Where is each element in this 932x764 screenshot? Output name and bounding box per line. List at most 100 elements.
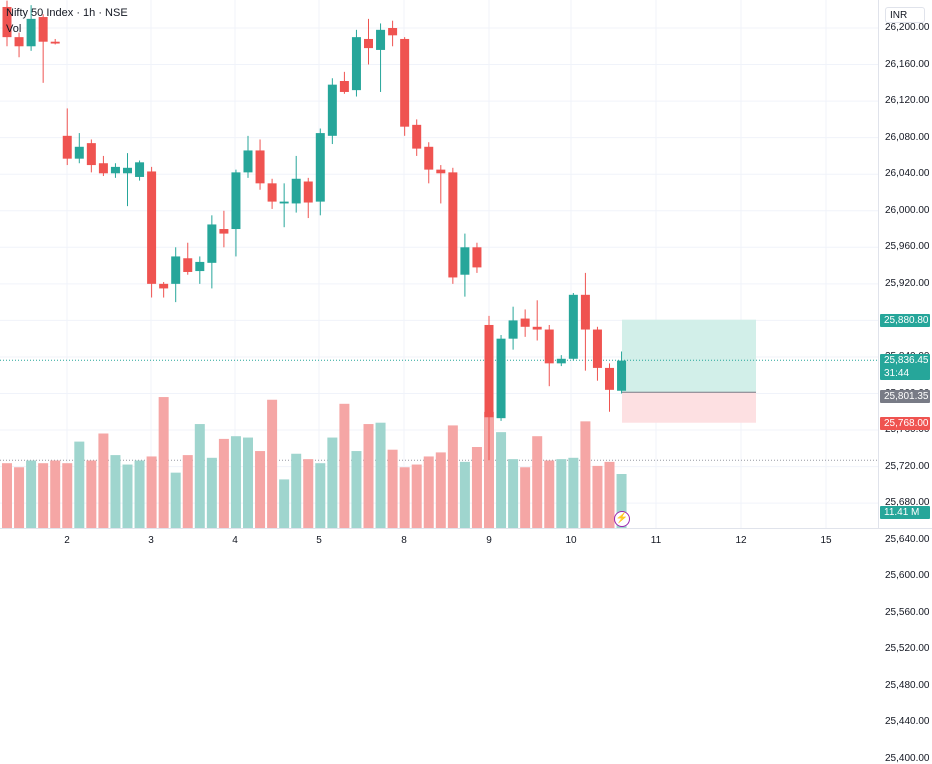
candle-body: [243, 150, 253, 173]
time-tick-label: 4: [232, 535, 238, 546]
candle-body: [26, 18, 36, 47]
current-price-label: 25,836.45 31:44: [880, 354, 930, 381]
price-tick-label: 25,440.00: [885, 716, 930, 728]
time-tick-label: 11: [650, 535, 662, 546]
candle-body: [135, 162, 145, 177]
volume-value-label: 11.41 M: [880, 506, 930, 519]
volume-bar: [62, 463, 73, 528]
price-tick-label: 26,080.00: [885, 131, 930, 143]
candle-body: [556, 358, 566, 364]
volume-bar: [496, 432, 507, 528]
volume-bar: [399, 467, 410, 528]
lightning-icon[interactable]: ⚡: [614, 511, 630, 527]
candle-body: [267, 183, 277, 202]
volume-bar: [26, 460, 37, 528]
price-tick-label: 25,920.00: [885, 277, 930, 289]
volume-bar: [580, 421, 591, 528]
price-tick-label: 25,960.00: [885, 241, 930, 253]
time-tick-label: 3: [148, 535, 154, 546]
candle-body: [86, 143, 96, 166]
candle-body: [303, 181, 313, 203]
candle-body: [123, 167, 132, 174]
bar-countdown: 31:44: [884, 368, 910, 380]
candle-body: [484, 324, 494, 418]
time-tick-label: 12: [735, 535, 747, 546]
candle-body: [544, 329, 554, 364]
volume-bar: [447, 425, 458, 528]
candle-body: [74, 146, 84, 159]
candle-body: [376, 29, 386, 50]
candle-body: [110, 166, 120, 174]
volume-bar: [471, 447, 482, 528]
candle-body: [219, 229, 229, 234]
volume-bar: [134, 460, 145, 528]
volume-bar: [459, 461, 470, 528]
volume-bar: [604, 461, 615, 528]
time-tick-label: 8: [401, 535, 407, 546]
target-price-label: 25,880.80: [880, 313, 930, 327]
time-tick-label: 10: [565, 535, 577, 546]
candle-body: [400, 38, 410, 127]
currency-button[interactable]: INR: [885, 7, 925, 23]
candle-body: [472, 247, 482, 268]
price-tick-label: 25,600.00: [885, 570, 930, 582]
price-tick-label: 25,640.00: [885, 533, 930, 545]
volume-indicator-label[interactable]: Vol: [6, 23, 22, 35]
candle-body: [412, 124, 422, 149]
time-tick-label: 5: [316, 535, 322, 546]
volume-bar: [38, 463, 49, 528]
stop-price-label: 25,768.00: [880, 416, 930, 430]
volume-bar: [435, 452, 446, 528]
volume-bar: [74, 441, 85, 528]
volume-bar: [158, 397, 169, 528]
volume-bar: [182, 455, 193, 528]
volume-bar: [146, 456, 157, 528]
volume-bar: [303, 459, 314, 528]
price-tick-label: 26,160.00: [885, 58, 930, 70]
entry-price-label: 25,801.35: [880, 390, 930, 404]
volume-bar: [206, 457, 217, 528]
volume-bar: [363, 424, 374, 528]
candle-body: [605, 367, 614, 390]
candle-body: [460, 247, 470, 275]
volume-bar: [122, 464, 133, 528]
volume-bar: [2, 463, 12, 528]
volume-bar: [230, 436, 241, 528]
price-tick-label: 26,200.00: [885, 22, 930, 33]
candlestick-chart[interactable]: [0, 0, 878, 528]
candle-body: [592, 329, 602, 368]
volume-bar: [291, 453, 302, 528]
candle-body: [195, 261, 205, 272]
price-scale[interactable]: INR 26,200.00 26,160.00 26,120.00 26,080.00…: [878, 0, 932, 764]
price-tick-label: 25,480.00: [885, 679, 930, 691]
candle-body: [388, 28, 398, 36]
price-tick-label: 25,520.00: [885, 643, 930, 655]
candle-body: [364, 38, 373, 49]
candle-body: [508, 320, 518, 339]
volume-bar: [544, 460, 555, 528]
price-tick-label: 26,000.00: [885, 204, 930, 216]
candle-body: [38, 17, 48, 42]
volume-bar: [616, 474, 627, 528]
candle-body: [159, 283, 169, 289]
volume-bar: [339, 403, 350, 528]
symbol-title[interactable]: Nifty 50 Index · 1h · NSE: [6, 7, 128, 19]
current-price-value: 25,836.45: [884, 355, 929, 367]
candle-body: [231, 172, 241, 230]
candle-body: [436, 169, 446, 174]
candle-body: [171, 256, 181, 284]
chart-pane[interactable]: Nifty 50 Index · 1h · NSE Vol ⚡: [0, 0, 878, 528]
candle-body: [424, 146, 434, 170]
volume-bar: [98, 433, 109, 528]
volume-bar: [387, 449, 398, 528]
candle-body: [568, 294, 578, 359]
price-tick-label: 25,400.00: [885, 753, 930, 764]
profit-zone: [622, 319, 756, 393]
time-tick-label: 9: [486, 535, 492, 546]
volume-bar: [423, 456, 434, 528]
candle-body: [98, 163, 108, 174]
candle-body: [617, 360, 627, 391]
candle-body: [291, 178, 301, 204]
candle-body: [315, 133, 325, 202]
time-scale[interactable]: 2 3 4 5 8 9 10 11 12 15: [0, 528, 932, 551]
